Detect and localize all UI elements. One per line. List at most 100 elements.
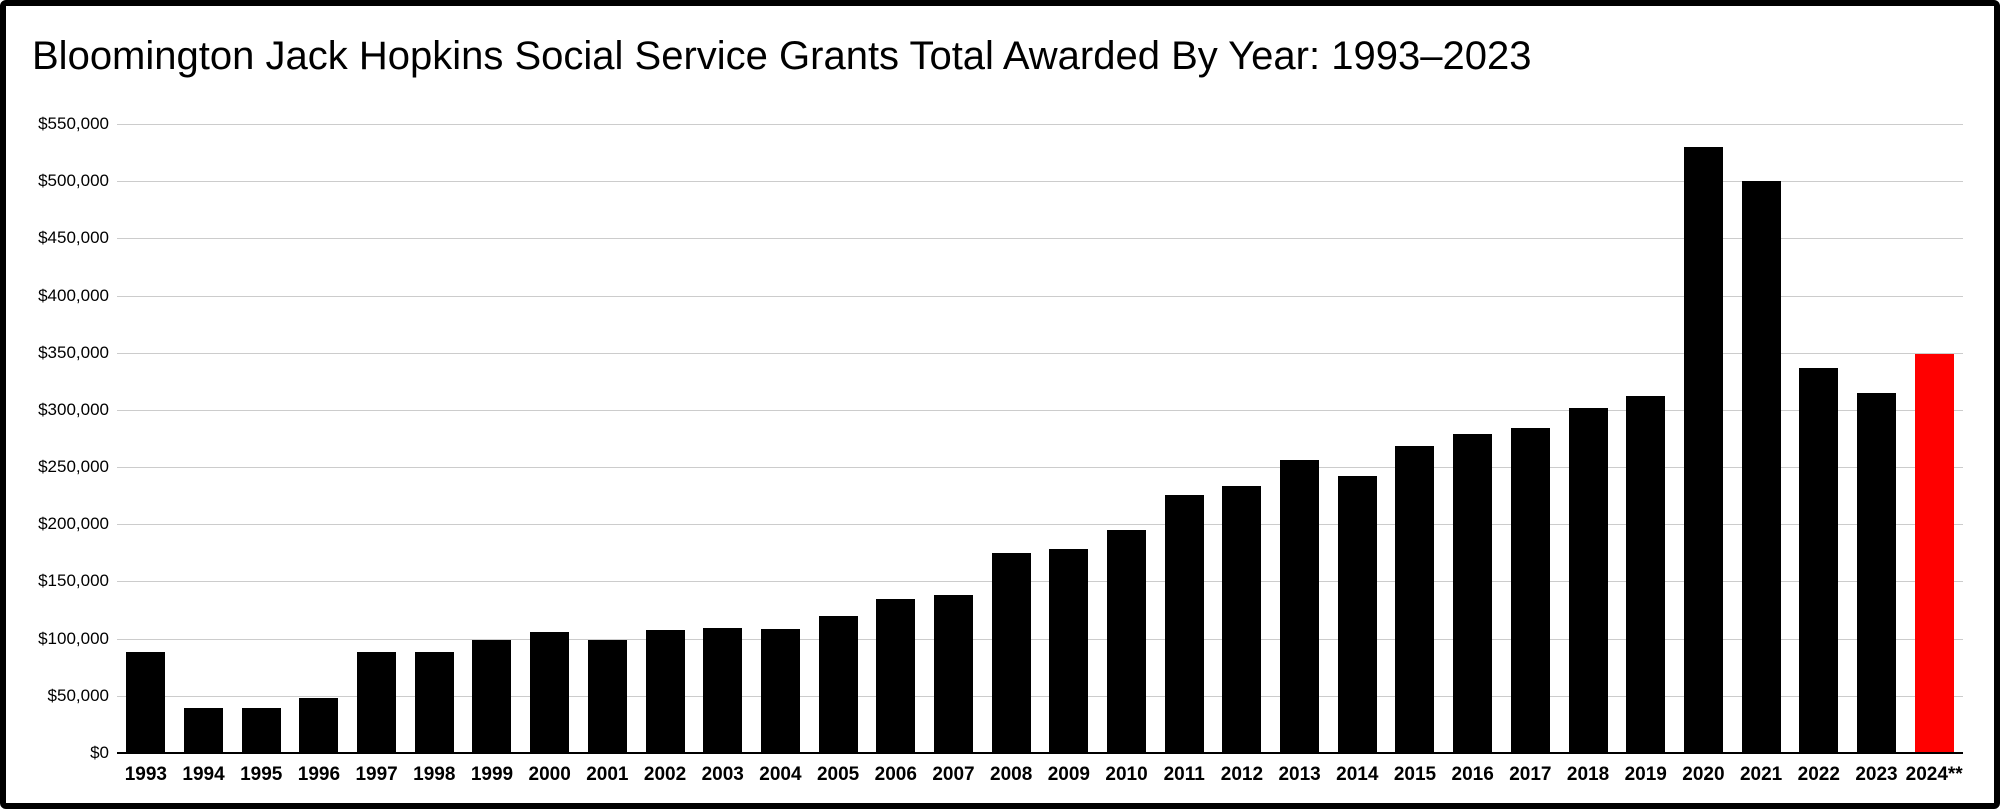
y-tick-label: $350,000 [38, 343, 109, 362]
x-tick-label: 1993 [124, 764, 167, 785]
bar-2012 [1222, 486, 1262, 753]
bar-slot [982, 124, 1040, 753]
y-tick-label: $550,000 [38, 114, 109, 133]
bar-2002 [645, 630, 685, 753]
bar-1996 [299, 698, 339, 753]
bar-slot [752, 124, 810, 753]
x-tick-label: 2010 [1105, 764, 1148, 785]
gridline [117, 410, 1963, 411]
bar-slot [1271, 124, 1329, 753]
bar-1995 [241, 708, 281, 753]
bar-slot [1848, 124, 1906, 753]
bar-slot [1098, 124, 1156, 753]
bar-2021 [1741, 181, 1781, 753]
bar-1997 [357, 652, 397, 753]
bar-slot [405, 124, 463, 753]
bar-1994 [184, 708, 224, 753]
gridline [117, 696, 1963, 697]
bar-2008 [991, 553, 1031, 753]
x-tick-label: 2017 [1509, 764, 1552, 785]
x-tick-label: 2005 [816, 764, 860, 785]
bar-slot [1559, 124, 1617, 753]
bar-2023 [1856, 393, 1896, 753]
bar-series [117, 124, 1963, 753]
x-tick-label: 2023 [1855, 764, 1898, 785]
bar-slot [290, 124, 348, 753]
y-tick-label: $300,000 [38, 400, 109, 419]
bar-2011 [1164, 495, 1204, 753]
chart-title: Bloomington Jack Hopkins Social Service … [32, 34, 1532, 78]
x-tick-label: 2009 [1047, 764, 1090, 785]
bar-1999 [472, 640, 512, 753]
x-tick-label: 1998 [413, 764, 456, 785]
bar-2013 [1280, 460, 1320, 753]
gridline [117, 124, 1963, 125]
x-axis-labels: 1993 1994 1995 1996 1997 1998 1999 2000 2001 2002… [117, 764, 1963, 786]
y-tick-label: $100,000 [38, 629, 109, 648]
x-tick-label: 2012 [1220, 764, 1264, 785]
y-tick-label: $50,000 [47, 686, 109, 705]
bar-2014 [1337, 476, 1377, 753]
x-tick-label: 2000 [528, 764, 571, 785]
bar-2024 [1914, 354, 1954, 753]
gridline [117, 639, 1963, 640]
bar-2006 [876, 599, 916, 753]
bar-slot [809, 124, 867, 753]
x-tick-label: 1997 [355, 764, 398, 785]
bar-2015 [1395, 446, 1435, 753]
y-tick-label: $450,000 [38, 228, 109, 247]
y-tick-label: $500,000 [38, 171, 109, 190]
bar-2017 [1510, 428, 1550, 753]
plot-area [117, 124, 1963, 754]
bar-slot [348, 124, 406, 753]
bar-slot [1155, 124, 1213, 753]
bar-1993 [126, 652, 166, 753]
x-tick-label: 1996 [297, 764, 341, 785]
gridline [117, 581, 1963, 582]
bar-slot [925, 124, 983, 753]
bar-slot [521, 124, 579, 753]
bar-2010 [1107, 530, 1147, 753]
bar-2018 [1568, 408, 1608, 753]
x-tick-label: 2024** [1905, 764, 1963, 785]
bar-slot [636, 124, 694, 753]
bar-slot [117, 124, 175, 753]
y-tick-label: $250,000 [38, 457, 109, 476]
bar-2020 [1683, 147, 1723, 753]
bar-2009 [1049, 549, 1089, 753]
gridline [117, 467, 1963, 468]
bar-slot [1675, 124, 1733, 753]
bar-slot [1617, 124, 1675, 753]
bar-slot [1444, 124, 1502, 753]
bar-slot [175, 124, 233, 753]
x-tick-label: 2008 [990, 764, 1033, 785]
bar-2019 [1626, 396, 1666, 753]
gridline [117, 296, 1963, 297]
x-tick-label: 2003 [701, 764, 744, 785]
bar-2022 [1799, 368, 1839, 753]
x-tick-label: 2001 [586, 764, 629, 785]
bar-slot [463, 124, 521, 753]
y-tick-label: $150,000 [38, 571, 109, 590]
bar-2005 [818, 616, 858, 753]
bar-slot [1732, 124, 1790, 753]
x-tick-label: 1999 [470, 764, 514, 785]
y-tick-label: $0 [90, 743, 109, 762]
bar-1998 [414, 652, 454, 753]
bar-2001 [587, 640, 627, 753]
x-tick-label: 2018 [1566, 764, 1610, 785]
y-axis-labels: $0 $50,000 $100,000 $150,000 $200,000 $250,00… [6, 114, 109, 762]
bar-slot [1328, 124, 1386, 753]
bar-2000 [530, 632, 570, 753]
bar-2007 [933, 595, 973, 753]
gridline [117, 524, 1963, 525]
bar-2004 [760, 629, 800, 753]
bar-slot [1502, 124, 1560, 753]
bar-slot [232, 124, 290, 753]
gridline [117, 181, 1963, 182]
bar-2016 [1453, 434, 1493, 753]
bar-slot [1905, 124, 1963, 753]
x-tick-label: 1994 [182, 764, 225, 785]
x-tick-label: 2014 [1336, 764, 1379, 785]
